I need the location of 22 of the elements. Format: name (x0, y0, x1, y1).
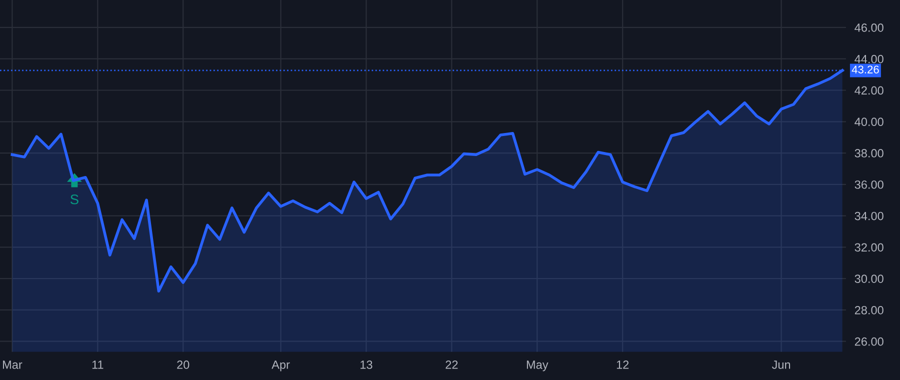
x-tick-label: May (526, 360, 548, 372)
y-tick-label: 38.00 (854, 149, 884, 158)
x-tick-label: 12 (616, 360, 629, 369)
y-tick-label: 42.00 (854, 86, 884, 95)
x-tick-label: Jun (772, 360, 790, 369)
x-tick-label: 13 (360, 360, 372, 369)
x-tick-label: Apr (272, 360, 290, 372)
x-tick-label: 11 (92, 360, 104, 369)
x-tick-label: 20 (177, 360, 190, 369)
y-tick-label: 34.00 (854, 212, 884, 220)
x-tick-label: 22 (446, 360, 458, 369)
y-tick-label: 32.00 (854, 243, 884, 252)
y-tick-label: 40.00 (854, 118, 884, 126)
y-tick-label: 36.00 (854, 180, 884, 189)
y-tick-label: 46.00 (854, 24, 884, 32)
ref-line-label: 43.26 (852, 66, 879, 74)
x-tick-label: Mar (3, 360, 22, 369)
y-tick-label: 44.00 (854, 54, 884, 64)
y-tick-label: 26.00 (854, 337, 884, 346)
annotation: S (70, 194, 78, 204)
y-tick-label: 30.00 (854, 274, 884, 283)
y-tick-label: 28.00 (854, 306, 884, 314)
